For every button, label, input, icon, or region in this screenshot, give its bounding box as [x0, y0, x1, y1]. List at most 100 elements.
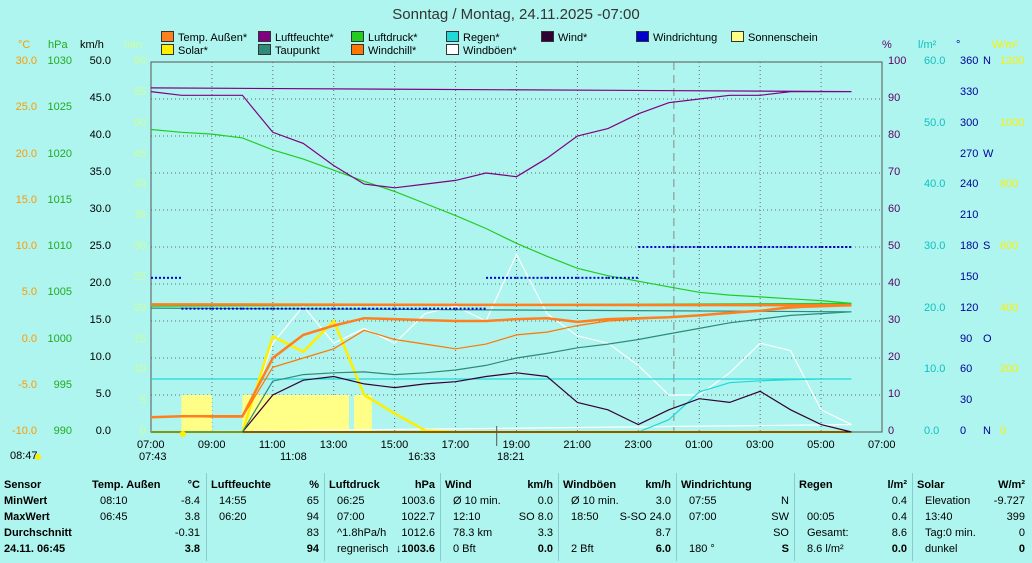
wind-direction-dot	[841, 246, 844, 248]
wind-direction-dot	[327, 307, 330, 310]
temp-tick: 15.0	[15, 193, 37, 206]
wind-direction-dot	[422, 307, 425, 310]
wind-direction-dot	[463, 307, 466, 310]
x-tick-label: 01:00	[685, 439, 713, 451]
stats-title: Regen	[799, 479, 833, 491]
humidity-tick: 90	[888, 92, 901, 104]
minutes-tick: 40	[133, 178, 146, 191]
wind-direction-dot	[211, 307, 214, 310]
rain-tick: 60.0	[924, 55, 946, 67]
wind-direction-dot	[692, 246, 695, 248]
wind-direction-dot	[741, 246, 744, 248]
wind-direction-dot	[666, 246, 669, 248]
row-label-min: MinWert	[4, 495, 48, 507]
press-tick: 990	[53, 425, 72, 437]
stats-value: 0.4	[891, 511, 907, 523]
wind-direction-dot	[380, 307, 383, 310]
humidity-tick: 60	[888, 203, 901, 215]
wind-direction-dot	[406, 307, 409, 310]
humidity-tick: 20	[888, 351, 901, 363]
stats-value: -0.31	[174, 527, 200, 539]
stats-time: 12:10	[453, 511, 481, 523]
wind-direction-dot	[246, 307, 249, 310]
wind-direction-dot	[189, 307, 192, 310]
legend-swatch	[258, 44, 271, 55]
solar-tick: 1000	[1000, 116, 1025, 129]
stats-value: 8.7	[655, 527, 671, 539]
solar-tick: 600	[1000, 240, 1019, 252]
wind-direction-dot	[672, 246, 675, 248]
wind-direction-dot	[418, 307, 421, 310]
wind-direction-dot	[223, 307, 226, 310]
stats-time: 180 °	[689, 543, 715, 555]
legend-item: Luftdruck*	[351, 31, 418, 44]
stats-header-wind: Wind km/h	[445, 479, 553, 494]
direction-tick: 180	[960, 240, 979, 252]
rain-tick: 40.0	[924, 178, 946, 191]
x-tick-label: 05:00	[807, 439, 835, 451]
wind-direction-dot	[662, 246, 665, 248]
wind-direction-dot	[315, 307, 318, 310]
wind-direction-dot	[349, 307, 352, 310]
stats-value: 3.8	[184, 511, 200, 523]
legend-item: Windchill*	[351, 44, 416, 57]
stats-row: 06:45 3.8	[92, 511, 200, 526]
rain-unit: l/m²	[918, 39, 937, 51]
wind-direction-dot	[506, 276, 509, 279]
stats-value: -8.4	[181, 495, 200, 507]
stats-title: Wind	[445, 479, 472, 491]
wind-direction-dot	[441, 307, 444, 310]
wind-direction-dot	[270, 307, 273, 310]
legend-label: Windböen*	[463, 45, 517, 57]
solar-unit: W/m²	[992, 39, 1019, 51]
wind-direction-dot	[205, 307, 208, 310]
wind-tick: 10.0	[89, 351, 111, 363]
wind-direction-dot	[806, 246, 809, 248]
stats-time: 07:00	[689, 511, 717, 523]
stats-time: dunkel	[925, 543, 958, 555]
legend-item: Taupunkt	[258, 44, 320, 57]
stats-time: Ø 10 min.	[571, 495, 619, 507]
stats-row: 12:10 SO 8.0	[445, 511, 553, 526]
temp-tick: -5.0	[18, 378, 37, 391]
stats-time: 06:25	[337, 495, 365, 507]
stats-value: 8.6	[891, 527, 907, 539]
wind-direction-dot	[337, 307, 340, 310]
x-tick-label: 03:00	[746, 439, 774, 451]
press-tick: 1005	[47, 286, 72, 299]
legend-label: Regen*	[463, 32, 500, 44]
legend-item: Solar*	[161, 44, 208, 57]
stats-time: 06:45	[100, 511, 128, 523]
press-tick: 1000	[47, 332, 72, 345]
wind-direction-dot	[776, 246, 779, 248]
wind-direction-dot	[453, 307, 456, 310]
wind-direction-dot	[516, 276, 519, 279]
now-marker-dot	[35, 454, 41, 460]
wind-direction-dot	[788, 246, 791, 248]
wind-direction-dot	[331, 307, 334, 310]
legend-label: Windrichtung	[653, 32, 718, 44]
wind-direction-dot	[833, 246, 836, 248]
wind-direction-dot	[311, 307, 314, 310]
wind-direction-dot	[384, 307, 387, 310]
direction-tick: 90	[960, 332, 973, 345]
wind-direction-dot	[455, 307, 458, 310]
wind-direction-dot	[615, 276, 618, 279]
legend-label: Temp. Außen*	[178, 32, 248, 44]
wind-direction-dot	[780, 246, 783, 248]
wind-direction-dot	[467, 307, 470, 310]
minutes-tick: 0	[139, 425, 146, 437]
stats-value: 0.0	[537, 543, 553, 555]
wind-direction-dot	[280, 307, 283, 310]
stats-unit: hPa	[414, 479, 435, 491]
stats-row: Gesamt: 8.6	[799, 527, 907, 542]
wind-direction-dot	[398, 307, 401, 310]
stats-time: 78.3 km	[453, 527, 493, 539]
stats-value: 3.0	[655, 495, 671, 507]
wind-direction-dot	[353, 307, 356, 310]
stats-row: 83	[211, 527, 319, 542]
stats-unit: °C	[187, 479, 200, 491]
stats-time: 13:40	[925, 511, 953, 523]
stats-time: 06:20	[219, 511, 247, 523]
wind-direction-dot	[209, 307, 212, 310]
